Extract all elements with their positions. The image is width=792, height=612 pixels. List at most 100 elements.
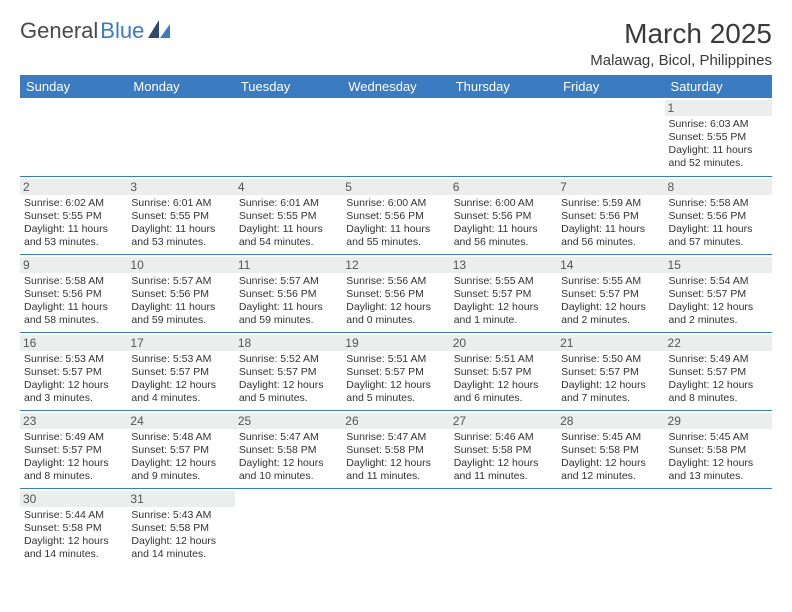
sunset-line: Sunset: 5:58 PM: [239, 444, 338, 457]
weekday-header-cell: Friday: [557, 75, 664, 98]
day-details: Sunrise: 5:46 AMSunset: 5:58 PMDaylight:…: [454, 431, 553, 484]
day-cell: 26Sunrise: 5:47 AMSunset: 5:58 PMDayligh…: [342, 410, 449, 488]
day-number: 4: [235, 179, 342, 195]
day-cell: [235, 98, 342, 176]
day-details: Sunrise: 5:54 AMSunset: 5:57 PMDaylight:…: [669, 275, 768, 328]
daylight-line: Daylight: 12 hours and 11 minutes.: [454, 457, 553, 483]
daylight-line: Daylight: 11 hours and 59 minutes.: [131, 301, 230, 327]
day-details: Sunrise: 5:58 AMSunset: 5:56 PMDaylight:…: [24, 275, 123, 328]
sunrise-line: Sunrise: 5:50 AM: [561, 353, 660, 366]
day-number: 28: [557, 413, 664, 429]
weekday-header-cell: Sunday: [20, 75, 127, 98]
sunset-line: Sunset: 5:55 PM: [239, 210, 338, 223]
day-details: Sunrise: 5:43 AMSunset: 5:58 PMDaylight:…: [131, 509, 230, 562]
sunrise-line: Sunrise: 5:59 AM: [561, 197, 660, 210]
day-details: Sunrise: 6:01 AMSunset: 5:55 PMDaylight:…: [239, 197, 338, 250]
daylight-line: Daylight: 12 hours and 13 minutes.: [669, 457, 768, 483]
day-number: 10: [127, 257, 234, 273]
sunrise-line: Sunrise: 5:47 AM: [239, 431, 338, 444]
day-cell: 27 Sunrise: 5:46 AMSunset: 5:58 PMDayligh…: [450, 410, 557, 488]
daylight-line: Daylight: 11 hours and 59 minutes.: [239, 301, 338, 327]
day-number: 20: [450, 335, 557, 351]
day-cell: [557, 98, 664, 176]
day-details: Sunrise: 5:57 AMSunset: 5:56 PMDaylight:…: [131, 275, 230, 328]
sunset-line: Sunset: 5:55 PM: [131, 210, 230, 223]
day-cell: 1 Sunrise: 6:03 AMSunset: 5:55 PMDaylight…: [665, 98, 772, 176]
day-cell: 9Sunrise: 5:58 AMSunset: 5:56 PMDaylight…: [20, 254, 127, 332]
day-cell: [20, 98, 127, 176]
daylight-line: Daylight: 12 hours and 12 minutes.: [561, 457, 660, 483]
day-cell: 5Sunrise: 6:00 AMSunset: 5:56 PMDaylight…: [342, 176, 449, 254]
sunrise-line: Sunrise: 5:48 AM: [131, 431, 230, 444]
day-details: Sunrise: 5:53 AMSunset: 5:57 PMDaylight:…: [131, 353, 230, 406]
day-details: Sunrise: 5:51 AMSunset: 5:57 PMDaylight:…: [454, 353, 553, 406]
sunrise-line: Sunrise: 5:58 AM: [669, 197, 768, 210]
day-details: Sunrise: 5:51 AMSunset: 5:57 PMDaylight:…: [346, 353, 445, 406]
day-cell: 8Sunrise: 5:58 AMSunset: 5:56 PMDaylight…: [665, 176, 772, 254]
day-number: 24: [127, 413, 234, 429]
weekday-header-cell: Monday: [127, 75, 234, 98]
sunrise-line: Sunrise: 5:56 AM: [346, 275, 445, 288]
sunrise-line: Sunrise: 6:01 AM: [131, 197, 230, 210]
day-cell: 13Sunrise: 5:55 AMSunset: 5:57 PMDayligh…: [450, 254, 557, 332]
day-cell: [235, 488, 342, 566]
day-details: Sunrise: 5:53 AMSunset: 5:57 PMDaylight:…: [24, 353, 123, 406]
weekday-header: SundayMondayTuesdayWednesdayThursdayFrid…: [20, 75, 772, 98]
sunrise-line: Sunrise: 5:52 AM: [239, 353, 338, 366]
sunset-line: Sunset: 5:57 PM: [131, 444, 230, 457]
day-cell: 14Sunrise: 5:55 AMSunset: 5:57 PMDayligh…: [557, 254, 664, 332]
daylight-line: Daylight: 11 hours and 55 minutes.: [346, 223, 445, 249]
day-number: 30: [20, 491, 127, 507]
sunset-line: Sunset: 5:55 PM: [669, 131, 768, 144]
sunrise-line: Sunrise: 5:43 AM: [131, 509, 230, 522]
sunset-line: Sunset: 5:56 PM: [24, 288, 123, 301]
day-details: Sunrise: 5:55 AMSunset: 5:57 PMDaylight:…: [561, 275, 660, 328]
daylight-line: Daylight: 11 hours and 56 minutes.: [561, 223, 660, 249]
day-cell: [665, 488, 772, 566]
sunset-line: Sunset: 5:57 PM: [24, 444, 123, 457]
day-number: 16: [20, 335, 127, 351]
day-cell: 30Sunrise: 5:44 AMSunset: 5:58 PMDayligh…: [20, 488, 127, 566]
day-details: Sunrise: 5:45 AMSunset: 5:58 PMDaylight:…: [669, 431, 768, 484]
daylight-line: Daylight: 12 hours and 14 minutes.: [24, 535, 123, 561]
day-cell: 22Sunrise: 5:49 AMSunset: 5:57 PMDayligh…: [665, 332, 772, 410]
day-details: Sunrise: 6:00 AMSunset: 5:56 PMDaylight:…: [454, 197, 553, 250]
day-number: 18: [235, 335, 342, 351]
day-number: 12: [342, 257, 449, 273]
day-details: Sunrise: 5:47 AMSunset: 5:58 PMDaylight:…: [346, 431, 445, 484]
day-cell: [342, 98, 449, 176]
sunrise-line: Sunrise: 5:57 AM: [239, 275, 338, 288]
sunrise-line: Sunrise: 5:55 AM: [561, 275, 660, 288]
day-number: 2: [20, 179, 127, 195]
daylight-line: Daylight: 11 hours and 57 minutes.: [669, 223, 768, 249]
daylight-line: Daylight: 12 hours and 3 minutes.: [24, 379, 123, 405]
sunset-line: Sunset: 5:57 PM: [239, 366, 338, 379]
day-cell: 4 Sunrise: 6:01 AMSunset: 5:55 PMDaylight…: [235, 176, 342, 254]
day-number: 27: [450, 413, 557, 429]
sunset-line: Sunset: 5:58 PM: [561, 444, 660, 457]
weekday-header-cell: Wednesday: [342, 75, 449, 98]
sunset-line: Sunset: 5:56 PM: [346, 288, 445, 301]
day-details: Sunrise: 5:49 AMSunset: 5:57 PMDaylight:…: [24, 431, 123, 484]
sunrise-line: Sunrise: 6:03 AM: [669, 118, 768, 131]
daylight-line: Daylight: 12 hours and 11 minutes.: [346, 457, 445, 483]
daylight-line: Daylight: 11 hours and 53 minutes.: [131, 223, 230, 249]
day-details: Sunrise: 5:48 AMSunset: 5:57 PMDaylight:…: [131, 431, 230, 484]
day-cell: [450, 98, 557, 176]
sunset-line: Sunset: 5:58 PM: [24, 522, 123, 535]
sunset-line: Sunset: 5:57 PM: [454, 288, 553, 301]
day-number: 5: [342, 179, 449, 195]
daylight-line: Daylight: 12 hours and 5 minutes.: [346, 379, 445, 405]
day-number: 29: [665, 413, 772, 429]
daylight-line: Daylight: 12 hours and 8 minutes.: [669, 379, 768, 405]
day-details: Sunrise: 5:47 AMSunset: 5:58 PMDaylight:…: [239, 431, 338, 484]
day-cell: [127, 98, 234, 176]
day-number: 1: [665, 100, 772, 116]
day-number: 25: [235, 413, 342, 429]
sunset-line: Sunset: 5:58 PM: [131, 522, 230, 535]
sunset-line: Sunset: 5:56 PM: [561, 210, 660, 223]
daylight-line: Daylight: 11 hours and 54 minutes.: [239, 223, 338, 249]
daylight-line: Daylight: 12 hours and 0 minutes.: [346, 301, 445, 327]
day-details: Sunrise: 6:03 AMSunset: 5:55 PMDaylight:…: [669, 118, 768, 171]
sunrise-line: Sunrise: 5:58 AM: [24, 275, 123, 288]
